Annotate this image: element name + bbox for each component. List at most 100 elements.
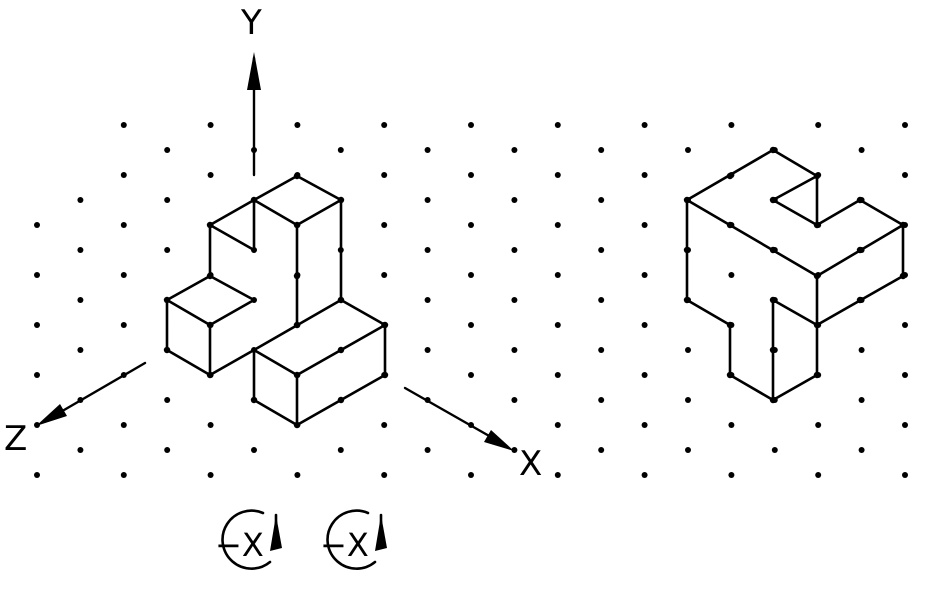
grid-dot bbox=[120, 272, 127, 278]
grid-dot bbox=[598, 247, 605, 253]
grid-dot bbox=[120, 222, 127, 228]
grid-dot bbox=[902, 422, 908, 428]
grid-dot bbox=[77, 197, 84, 203]
grid-dot bbox=[424, 297, 431, 303]
grid-dot bbox=[34, 322, 40, 328]
y-axis-label: Y bbox=[240, 3, 262, 43]
grid-dot bbox=[120, 472, 127, 478]
grid-dot bbox=[77, 347, 84, 353]
grid-dot bbox=[728, 122, 735, 128]
grid-dot bbox=[641, 472, 648, 478]
grid-dot bbox=[381, 122, 388, 128]
grid-dot bbox=[858, 447, 865, 453]
grid-dot bbox=[424, 147, 431, 153]
grid-dot bbox=[120, 172, 127, 178]
grid-dot bbox=[815, 472, 822, 478]
grid-dot bbox=[511, 347, 518, 353]
grid-dot bbox=[164, 447, 171, 453]
grid-dot bbox=[34, 372, 40, 378]
x-axis-arrowhead bbox=[484, 430, 514, 451]
grid-dot bbox=[554, 372, 561, 378]
grid-dot bbox=[641, 372, 648, 378]
grid-dot bbox=[424, 247, 431, 253]
grid-dot bbox=[641, 422, 648, 428]
grid-dot bbox=[77, 297, 84, 303]
grid-dot bbox=[511, 447, 518, 453]
grid-dot bbox=[294, 472, 301, 478]
tall-column-edges bbox=[208, 174, 343, 327]
grid-dot bbox=[120, 122, 127, 128]
grid-dot bbox=[554, 272, 561, 278]
grid-dot bbox=[77, 447, 84, 453]
grid-dot bbox=[685, 147, 691, 153]
grid-dot bbox=[207, 422, 214, 428]
grid-dot bbox=[685, 347, 691, 353]
grid-dot bbox=[164, 397, 171, 403]
grid-dot bbox=[468, 322, 474, 328]
grid-dot bbox=[815, 422, 822, 428]
grid-dot bbox=[858, 147, 865, 153]
grid-dot bbox=[641, 222, 648, 228]
grid-dot bbox=[685, 397, 691, 403]
grid-dot bbox=[511, 247, 518, 253]
grid-dot bbox=[598, 397, 605, 403]
grid-dot bbox=[598, 197, 605, 203]
grid-dot bbox=[381, 422, 388, 428]
grid-dot bbox=[164, 197, 171, 203]
grid-dot bbox=[337, 147, 344, 153]
grid-dot bbox=[468, 272, 474, 278]
grid-dot bbox=[468, 172, 474, 178]
rotation-label-2: −X bbox=[320, 526, 369, 564]
z-axis-arrow bbox=[50, 361, 147, 419]
grid-dot bbox=[641, 272, 648, 278]
grid-dot bbox=[381, 222, 388, 228]
grid-dot bbox=[424, 447, 431, 453]
small-cube-edges bbox=[165, 274, 256, 377]
grid-dot bbox=[641, 322, 648, 328]
grid-dot bbox=[728, 422, 735, 428]
grid-dot bbox=[554, 322, 561, 328]
grid-dot bbox=[77, 247, 84, 253]
grid-dot bbox=[902, 472, 908, 478]
grid-dot bbox=[641, 122, 648, 128]
grid-dot bbox=[207, 122, 214, 128]
right-object-edges bbox=[685, 148, 905, 402]
left-isometric-object bbox=[163, 172, 389, 429]
x-axis-arrow bbox=[403, 386, 500, 443]
grid-dot bbox=[511, 147, 518, 153]
grid-dot bbox=[294, 122, 301, 128]
grid-dot bbox=[424, 197, 431, 203]
grid-dot bbox=[381, 472, 388, 478]
grid-dot bbox=[598, 347, 605, 353]
grid-dot bbox=[34, 422, 40, 428]
grid-dot bbox=[337, 447, 344, 453]
grid-dot bbox=[902, 172, 908, 178]
grid-dot bbox=[120, 322, 127, 328]
grid-dot bbox=[771, 447, 778, 453]
grid-dot bbox=[468, 472, 474, 478]
grid-dot bbox=[902, 372, 908, 378]
x-axis-label: X bbox=[519, 444, 542, 484]
grid-dot bbox=[120, 422, 127, 428]
grid-dot bbox=[858, 347, 865, 353]
grid-dot bbox=[902, 322, 908, 328]
grid-dot bbox=[598, 147, 605, 153]
rotate-arrow-icon bbox=[326, 509, 377, 570]
grid-dot bbox=[207, 472, 214, 478]
grid-dot bbox=[468, 372, 474, 378]
grid-dot bbox=[164, 247, 171, 253]
grid-dot bbox=[598, 447, 605, 453]
right-object-vertices bbox=[683, 146, 907, 404]
grid-dot bbox=[728, 272, 735, 278]
grid-dot bbox=[815, 122, 822, 128]
grid-dot bbox=[511, 397, 518, 403]
grid-dot bbox=[902, 122, 908, 128]
rotation-symbol-1: −X bbox=[215, 509, 282, 570]
rotation-label-1: −X bbox=[215, 526, 264, 564]
grid-dot bbox=[685, 447, 691, 453]
y-axis-arrowhead bbox=[247, 52, 261, 90]
front-block-edges bbox=[252, 298, 387, 427]
grid-dot bbox=[554, 422, 561, 428]
grid-dot bbox=[164, 147, 171, 153]
